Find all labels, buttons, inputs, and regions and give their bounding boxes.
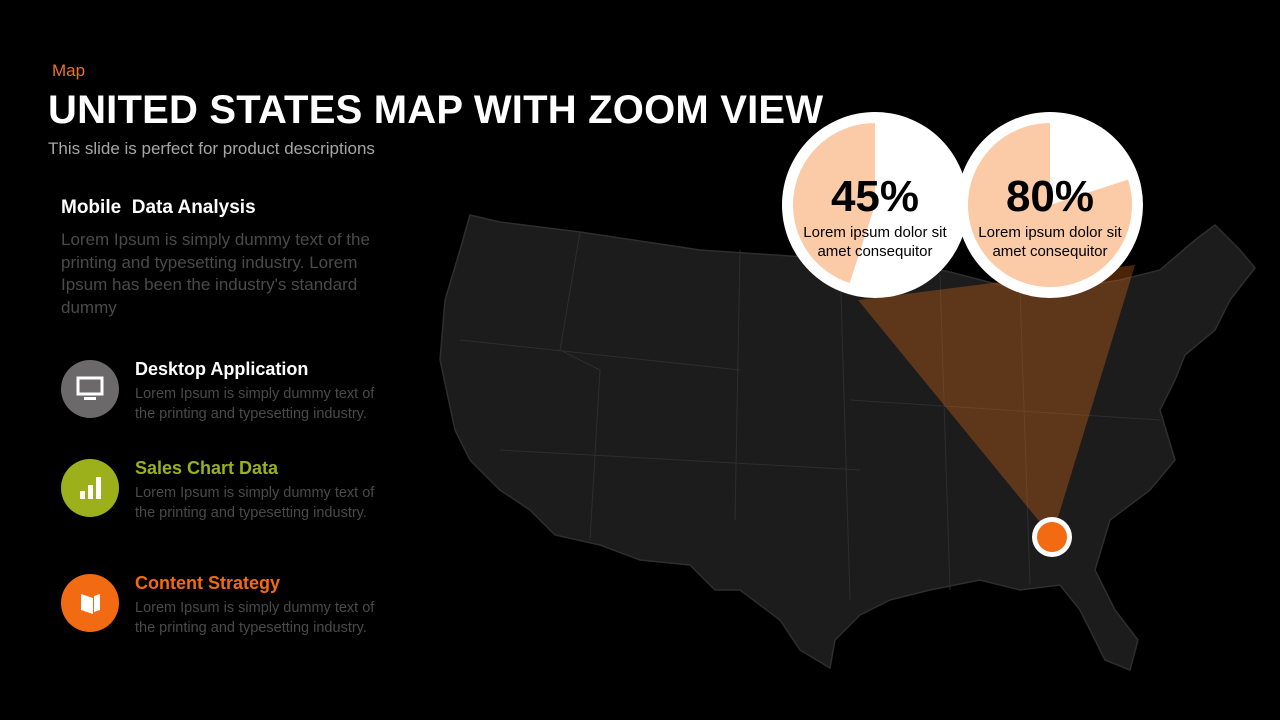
intro-heading: Mobile Data Analysis <box>61 197 256 218</box>
location-dot <box>1037 522 1067 552</box>
desktop-icon <box>61 360 119 418</box>
book-icon <box>61 574 119 632</box>
intro-text: Lorem Ipsum is simply dummy text of the … <box>61 230 370 317</box>
feature-text: Lorem Ipsum is simply dummy text of the … <box>135 600 375 636</box>
stat-value: 80% <box>1005 172 1095 221</box>
state-lines <box>459 231 1161 601</box>
feature-text: Lorem Ipsum is simply dummy text of the … <box>135 485 375 521</box>
stat-caption: Lorem ipsum dolor sit amet consequitor <box>978 224 1122 260</box>
zoom-beam <box>858 265 1135 537</box>
stat-wedge <box>793 123 875 283</box>
feature-title: Sales Chart Data <box>135 458 279 478</box>
stat-value: 45% <box>830 172 920 221</box>
feature-text: Lorem Ipsum is simply dummy text of the … <box>135 386 375 422</box>
chart-icon <box>61 459 119 517</box>
stat-caption: Lorem ipsum dolor sit amet consequitor <box>803 224 947 260</box>
subtitle: This slide is perfect for product descri… <box>48 139 375 158</box>
title: UNITED STATES MAP WITH ZOOM VIEW <box>48 88 824 132</box>
stat-wedge <box>968 123 1133 288</box>
feature-title: Content Strategy <box>135 573 281 593</box>
feature-title: Desktop Application <box>135 359 309 379</box>
kicker: Map <box>52 61 86 80</box>
